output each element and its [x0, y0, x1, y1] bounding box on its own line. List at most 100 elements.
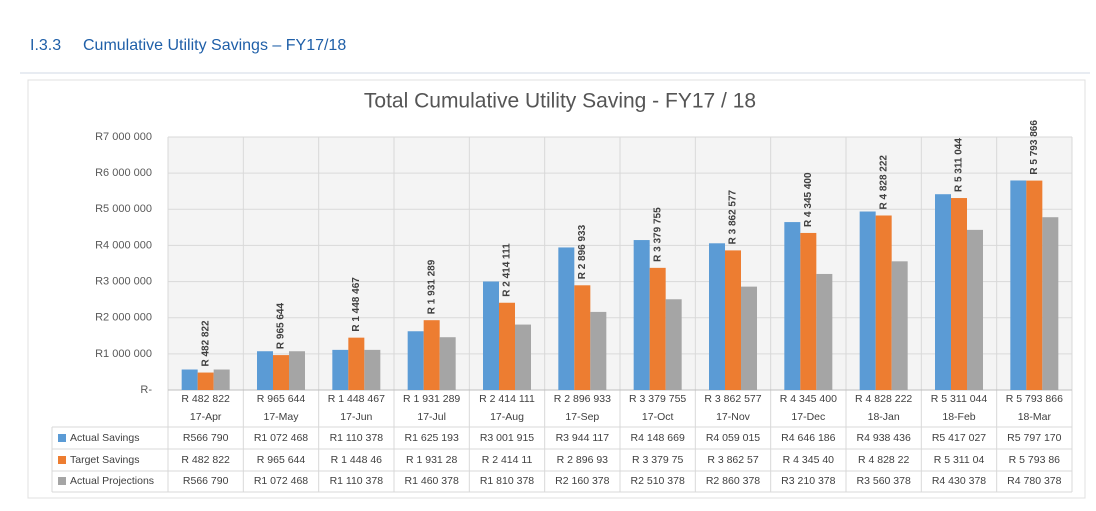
table-cell: R1 072 468 [254, 475, 308, 487]
bar [800, 232, 817, 390]
x-tick-label: 18-Feb [942, 411, 975, 423]
bar [967, 229, 983, 390]
data-label: R 965 644 [276, 303, 287, 350]
bar [213, 369, 230, 390]
x-tick-label: 17-Sep [565, 411, 599, 423]
bar [875, 215, 892, 390]
table-cell: R4 646 186 [781, 432, 835, 444]
bar [891, 261, 908, 390]
table-cell: R4 148 669 [631, 432, 685, 444]
table-cell: R1 110 378 [330, 432, 384, 444]
bar [590, 311, 607, 390]
table-cell: R 1 931 28 [406, 454, 458, 466]
category-sub-label: R 1 931 289 [403, 393, 460, 405]
category-sub-label: R 965 644 [257, 393, 306, 405]
y-tick-label: R4 000 000 [95, 239, 152, 251]
legend-swatch [58, 434, 66, 442]
x-tick-label: 17-Nov [716, 411, 751, 423]
table-cell: R1 625 193 [405, 432, 459, 444]
category-sub-label: R 5 793 866 [1006, 393, 1063, 405]
table-cell: R1 460 378 [405, 475, 459, 487]
data-label: R 1 931 289 [426, 259, 437, 314]
category-sub-label: R 2 414 111 [479, 393, 535, 405]
table-cell: R1 072 468 [254, 432, 308, 444]
x-tick-label: 18-Mar [1018, 411, 1052, 423]
table-cell: R 3 379 75 [632, 454, 684, 466]
bar [649, 267, 666, 390]
bar [289, 351, 305, 390]
bar [499, 302, 515, 390]
data-label: R 4 828 222 [878, 155, 889, 210]
legend-label: Target Savings [70, 454, 139, 466]
bar [1042, 217, 1059, 390]
bar [197, 372, 214, 390]
table-cell: R 4 345 40 [783, 454, 835, 466]
table-cell: R3 560 378 [857, 475, 911, 487]
table-cell: R4 059 015 [706, 432, 760, 444]
x-tick-label: 18-Jan [868, 411, 900, 423]
bar [181, 369, 198, 390]
table-cell: R 4 828 22 [858, 454, 910, 466]
table-cell: R 3 862 57 [707, 454, 759, 466]
category-sub-label: R 5 311 044 [931, 393, 988, 405]
x-tick-label: 17-Jun [340, 411, 372, 423]
x-tick-label: 17-Dec [791, 411, 825, 423]
legend-label: Actual Savings [70, 432, 139, 444]
y-tick-label: R- [140, 384, 152, 396]
table-cell: R1 110 378 [330, 475, 384, 487]
table-cell: R3 210 378 [781, 475, 835, 487]
table-cell: R 482 822 [181, 454, 230, 466]
bar [558, 247, 575, 390]
bar [951, 198, 967, 390]
table-cell: R5 417 027 [932, 432, 986, 444]
table-cell: R4 780 378 [1007, 475, 1061, 487]
x-tick-label: 17-Aug [490, 411, 524, 423]
bar [741, 286, 757, 390]
x-tick-label: 17-Apr [190, 411, 222, 423]
table-cell: R 1 448 46 [331, 454, 383, 466]
bar [273, 355, 289, 390]
bar [364, 349, 381, 390]
table-cell: R3 001 915 [480, 432, 534, 444]
table-cell: R1 810 378 [480, 475, 534, 487]
category-sub-label: R 1 448 467 [328, 393, 385, 405]
table-cell: R2 160 378 [555, 475, 609, 487]
table-cell: R 5 793 86 [1009, 454, 1061, 466]
legend-swatch [58, 456, 66, 464]
data-label: R 3 862 577 [728, 189, 739, 244]
chart-title: Total Cumulative Utility Saving - FY17 /… [364, 90, 756, 113]
table-cell: R566 790 [183, 475, 229, 487]
table-cell: R3 944 117 [556, 432, 610, 444]
bar [633, 240, 650, 390]
bar [725, 250, 741, 390]
table-cell: R4 938 436 [857, 432, 911, 444]
bar [709, 243, 725, 390]
x-tick-label: 17-May [263, 411, 299, 423]
data-label: R 2 896 933 [577, 224, 588, 279]
data-label: R 1 448 467 [351, 277, 362, 332]
table-cell: R2 860 378 [706, 475, 760, 487]
y-tick-label: R7 000 000 [95, 131, 152, 143]
table-cell: R566 790 [183, 432, 229, 444]
bar [935, 194, 951, 390]
category-sub-label: R 3 862 577 [704, 393, 761, 405]
section-number: I.3.3 [30, 37, 61, 54]
bar [515, 324, 531, 390]
bar [423, 320, 440, 390]
bar [1010, 180, 1027, 390]
bar [332, 349, 349, 390]
data-label: R 4 345 400 [803, 172, 814, 227]
y-tick-label: R6 000 000 [95, 167, 152, 179]
bar [257, 351, 273, 390]
table-cell: R2 510 378 [631, 475, 685, 487]
category-sub-label: R 482 822 [181, 393, 230, 405]
table-cell: R 965 644 [257, 454, 306, 466]
y-tick-label: R1 000 000 [95, 348, 152, 360]
legend-swatch [58, 477, 66, 485]
bar [439, 337, 456, 390]
x-tick-label: 17-Jul [417, 411, 446, 423]
bar [574, 285, 591, 390]
table-cell: R 2 896 93 [557, 454, 609, 466]
x-tick-label: 17-Oct [642, 411, 674, 423]
